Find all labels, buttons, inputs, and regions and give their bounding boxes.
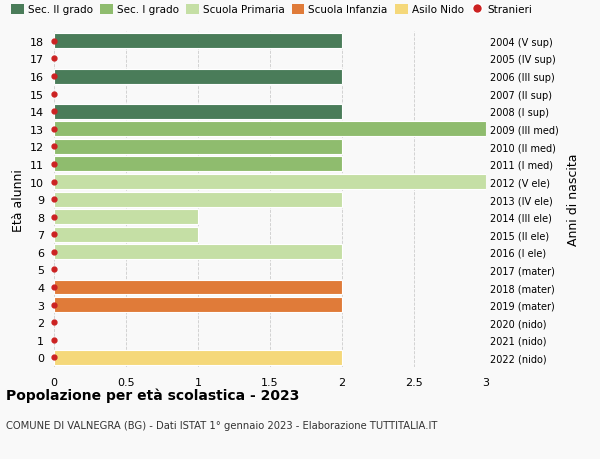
Legend: Sec. II grado, Sec. I grado, Scuola Primaria, Scuola Infanzia, Asilo Nido, Stran: Sec. II grado, Sec. I grado, Scuola Prim… (11, 5, 533, 16)
Bar (54, 140, 342, 155)
Text: COMUNE DI VALNEGRA (BG) - Dati ISTAT 1° gennaio 2023 - Elaborazione TUTTITALIA.I: COMUNE DI VALNEGRA (BG) - Dati ISTAT 1° … (6, 420, 437, 430)
Bar (54, 105, 342, 119)
Bar (54, 280, 342, 295)
Bar (54, 245, 342, 260)
Bar (54, 122, 486, 137)
Bar (54, 227, 198, 242)
Bar (54, 69, 342, 84)
Text: Popolazione per età scolastica - 2023: Popolazione per età scolastica - 2023 (6, 388, 299, 403)
Bar (54, 297, 342, 313)
Y-axis label: Età alunni: Età alunni (11, 168, 25, 231)
Bar (54, 34, 342, 49)
Bar (54, 210, 198, 224)
Bar (54, 157, 342, 172)
Y-axis label: Anni di nascita: Anni di nascita (567, 153, 580, 246)
Bar (54, 192, 342, 207)
Bar (54, 350, 342, 365)
Bar (54, 175, 486, 190)
